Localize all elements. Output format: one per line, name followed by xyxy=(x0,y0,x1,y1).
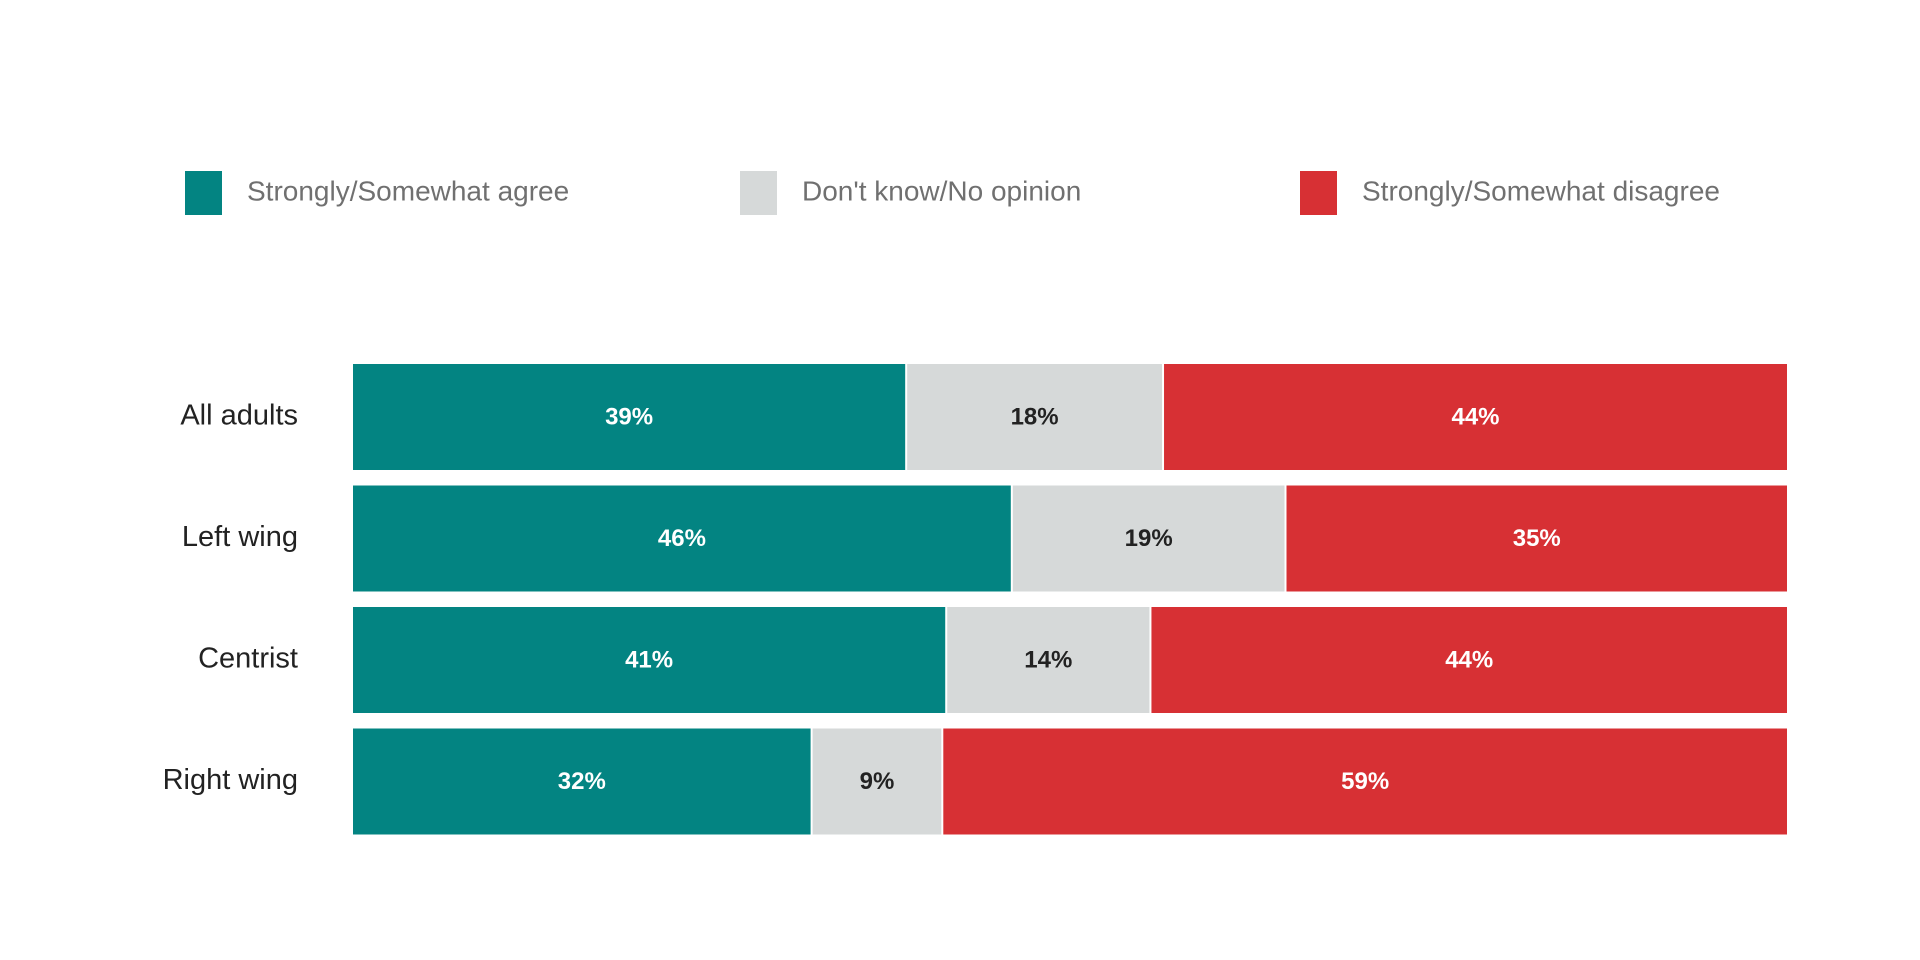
bar-segment-strongly-somewhat-disagree xyxy=(1151,607,1787,713)
legend-swatch-strongly-somewhat-disagree xyxy=(1300,171,1337,215)
bar-segment-strongly-somewhat-agree xyxy=(353,728,811,835)
bar-segment-don-t-know-no-opinion xyxy=(947,607,1150,713)
bar-segment-don-t-know-no-opinion xyxy=(812,728,942,835)
data-label: 14% xyxy=(1024,646,1072,673)
data-label: 59% xyxy=(1341,768,1389,795)
bar-row-right-wing: 32% 9% 59% xyxy=(353,728,1787,835)
bar-segment-strongly-somewhat-disagree xyxy=(1164,364,1787,470)
data-label: 18% xyxy=(1011,403,1059,430)
legend-item-strongly-somewhat-agree: Strongly/Somewhat agree xyxy=(185,171,569,215)
category-label: All adults xyxy=(180,400,298,432)
legend-swatch-strongly-somewhat-agree xyxy=(185,171,222,215)
bar-segment-strongly-somewhat-agree xyxy=(353,364,906,470)
data-label: 35% xyxy=(1513,525,1561,552)
legend-label: Don't know/No opinion xyxy=(802,175,1081,206)
data-label: 44% xyxy=(1445,646,1493,673)
category-label: Centrist xyxy=(198,643,298,675)
legend-item-don-t-know-no-opinion: Don't know/No opinion xyxy=(740,171,1081,215)
legend-item-strongly-somewhat-disagree: Strongly/Somewhat disagree xyxy=(1300,171,1720,215)
bar-segment-strongly-somewhat-disagree xyxy=(943,728,1787,835)
bar-segment-don-t-know-no-opinion xyxy=(907,364,1163,470)
category-label: Right wing xyxy=(163,764,298,796)
data-label: 39% xyxy=(605,403,653,430)
bar-area: 39% 18% 44% 46% 19% 35% 41% 14% 44% 32% 9% 59% xyxy=(353,364,1787,835)
data-label: 41% xyxy=(625,646,673,673)
bar-segment-don-t-know-no-opinion xyxy=(1012,485,1285,592)
data-label: 9% xyxy=(860,768,895,795)
data-label: 46% xyxy=(658,525,706,552)
category-labels: All adults Left wing Centrist Right wing xyxy=(163,400,298,797)
legend-swatch-don-t-know-no-opinion xyxy=(740,171,777,215)
bar-row-left-wing: 46% 19% 35% xyxy=(353,485,1787,592)
data-label: 32% xyxy=(558,768,606,795)
chart-legend: Strongly/Somewhat agree Don't know/No opi… xyxy=(185,171,1720,215)
bar-row-all-adults: 39% 18% 44% xyxy=(353,364,1787,470)
category-label: Left wing xyxy=(182,521,298,553)
data-label: 19% xyxy=(1125,525,1173,552)
legend-label: Strongly/Somewhat disagree xyxy=(1362,175,1720,206)
legend-label: Strongly/Somewhat agree xyxy=(247,175,569,206)
bar-segment-strongly-somewhat-agree xyxy=(353,485,1011,592)
bar-segment-strongly-somewhat-disagree xyxy=(1286,485,1787,592)
bar-row-centrist: 41% 14% 44% xyxy=(353,607,1787,713)
bar-segment-strongly-somewhat-agree xyxy=(353,607,946,713)
data-label: 44% xyxy=(1451,403,1499,430)
